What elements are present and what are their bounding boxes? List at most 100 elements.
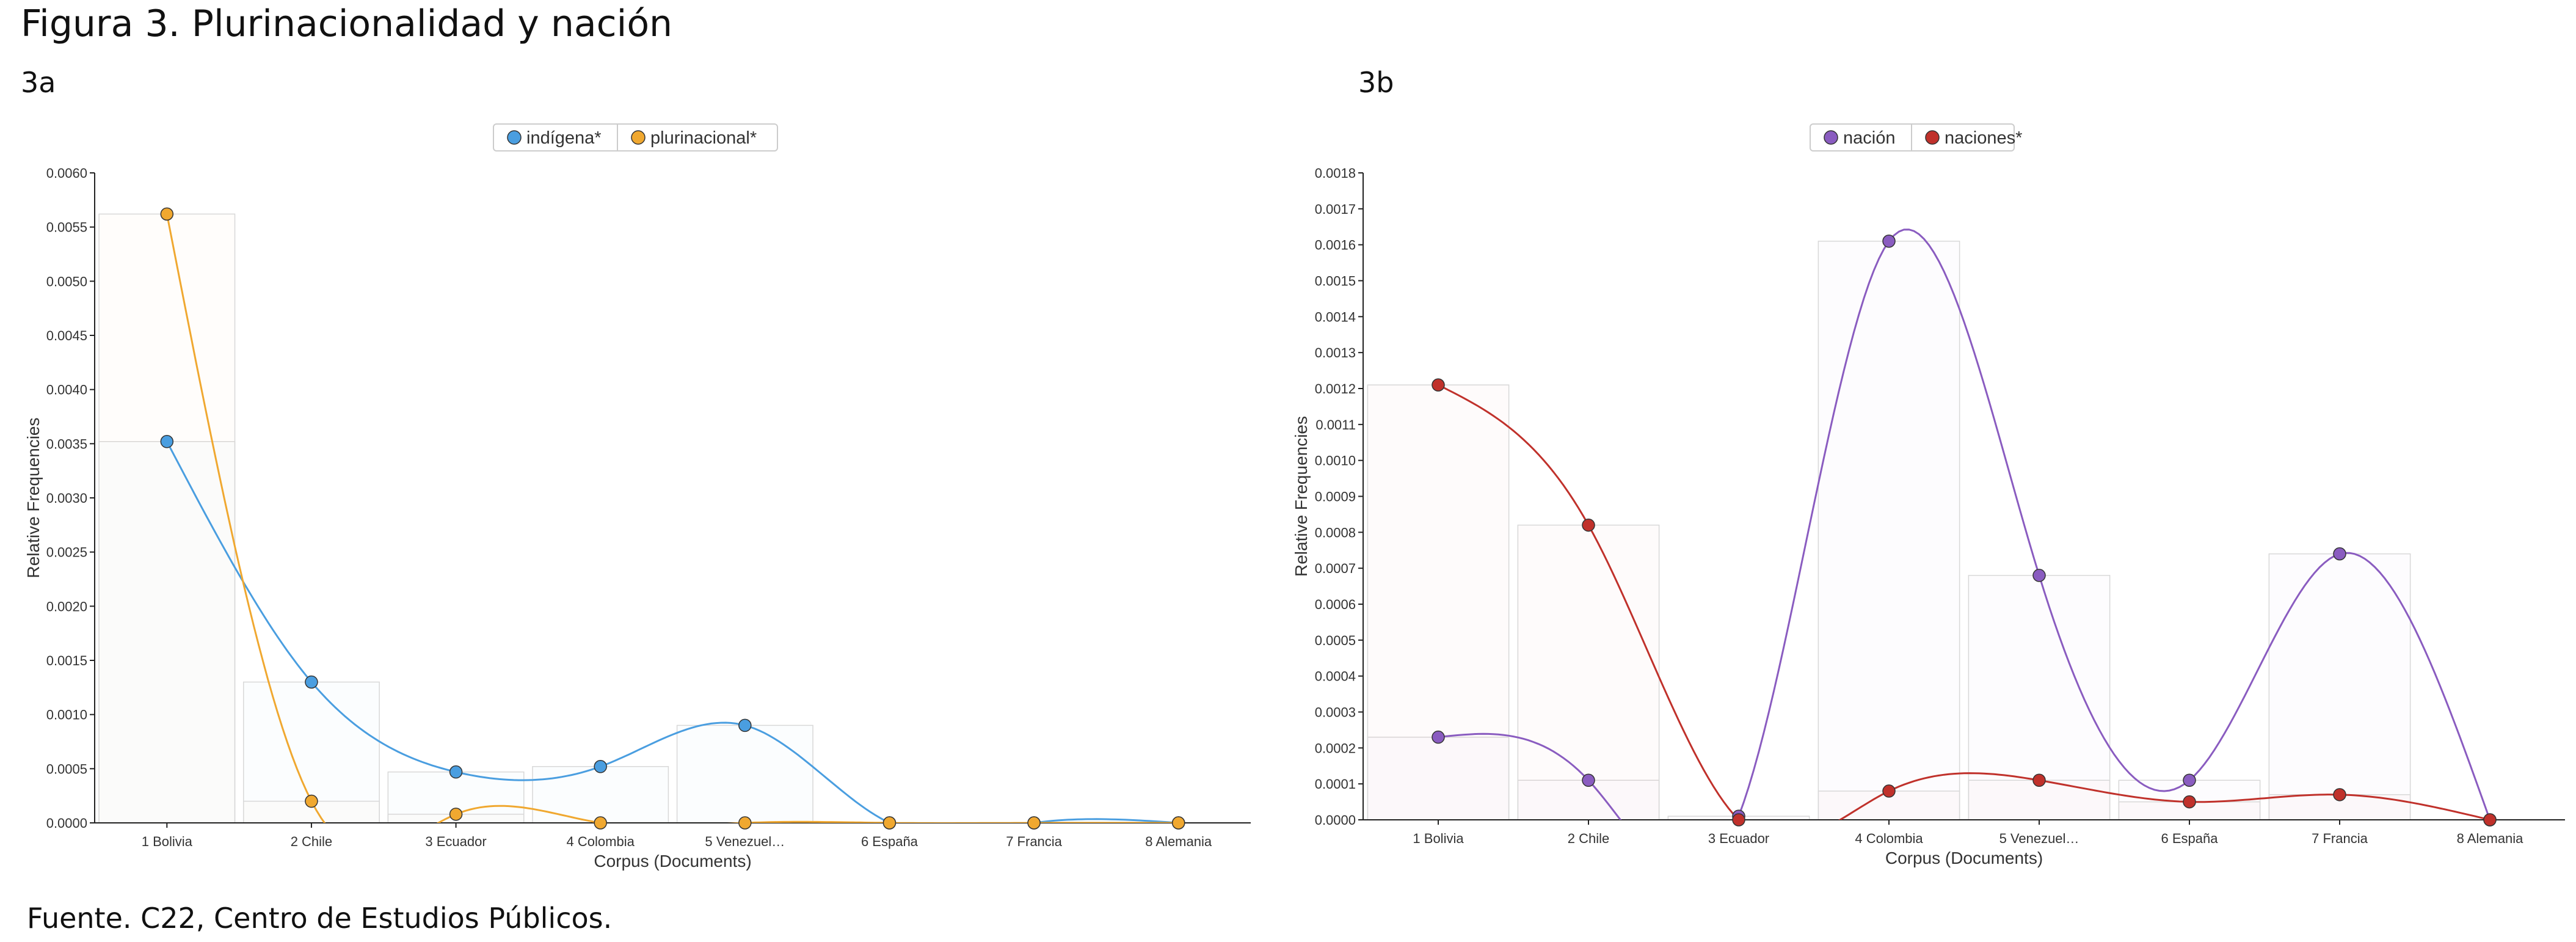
point-0-0: [160, 435, 174, 448]
legend-label-0: indígena*: [526, 128, 602, 148]
x-axis-title: Corpus (Documents): [1885, 849, 2043, 867]
legend-marker-0: [1824, 130, 1838, 145]
x-tick-label: 3 Ecuador: [425, 834, 486, 849]
point-1-2: [1732, 813, 1745, 827]
y-tick-label: 0.0004: [1315, 669, 1356, 684]
series-lines: [1438, 228, 2491, 820]
point-1-5: [2183, 795, 2196, 809]
y-tick-label: 0.0015: [46, 653, 87, 668]
point-0-4: [2032, 569, 2046, 582]
y-tick-label: 0.0030: [46, 491, 87, 506]
y-tick-label: 0.0010: [46, 707, 87, 723]
point-1-2: [449, 808, 463, 821]
y-tick-label: 0.0016: [1315, 238, 1356, 253]
point-1-7: [2483, 813, 2497, 827]
y-tick-label: 0.0011: [1315, 417, 1356, 433]
panel-label-3b: 3b: [1358, 66, 1394, 99]
y-tick-label: 0.0002: [1315, 740, 1356, 756]
x-tick-label: 2 Chile: [291, 834, 332, 849]
x-tick-label: 6 España: [2161, 831, 2219, 846]
x-tick-label: 8 Alemania: [2457, 831, 2524, 846]
y-tick-label: 0.0040: [46, 382, 87, 398]
legend-marker-1: [631, 130, 646, 145]
y-tick-label: 0.0008: [1315, 525, 1356, 540]
y-tick-label: 0.0050: [46, 274, 87, 289]
legend-marker-0: [507, 130, 522, 145]
x-tick-label: 2 Chile: [1568, 831, 1609, 846]
y-tick-label: 0.0010: [1315, 453, 1356, 469]
point-0-4: [738, 718, 752, 732]
point-1-4: [2032, 773, 2046, 787]
legend-label-1: plurinacional*: [650, 128, 757, 148]
x-tick-label: 5 Venezuel…: [1999, 831, 2079, 846]
point-1-3: [1882, 784, 1896, 798]
point-1-5: [882, 816, 897, 830]
bar-0-3: [1817, 241, 1960, 820]
point-1-1: [1582, 518, 1595, 532]
x-tick-label: 3 Ecuador: [1708, 831, 1769, 846]
point-1-6: [1027, 816, 1041, 830]
source-note: Fuente. C22, Centro de Estudios Públicos…: [27, 902, 613, 935]
series-lines: [166, 214, 1179, 823]
y-tick-label: 0.0018: [1315, 166, 1356, 181]
y-tick-label: 0.0001: [1315, 776, 1356, 792]
y-tick-label: 0.0020: [46, 599, 87, 614]
y-tick-label: 0.0060: [46, 166, 87, 181]
point-1-4: [738, 816, 752, 830]
bar-1-0: [1367, 384, 1510, 820]
legend-label-1: naciones*: [1945, 128, 2022, 148]
bar-0-6: [2268, 553, 2411, 820]
y-tick-label: 0.0005: [1315, 633, 1356, 648]
point-1-6: [2333, 788, 2346, 801]
point-1-0: [160, 207, 174, 221]
series-line-0: [1438, 228, 2491, 820]
legend-label-0: nación: [1843, 128, 1895, 148]
y-tick-label: 0.0013: [1315, 345, 1356, 360]
point-0-3: [594, 760, 607, 773]
point-1-7: [1171, 816, 1185, 830]
point-0-5: [2183, 773, 2196, 787]
y-tick-label: 0.0035: [46, 436, 87, 451]
legend: indígena* plurinacional*: [493, 123, 778, 152]
x-axis-title: Corpus (Documents): [594, 852, 751, 871]
point-0-2: [449, 765, 463, 779]
point-0-1: [305, 675, 318, 689]
x-tick-label: 7 Francia: [2312, 831, 2368, 846]
y-tick-label: 0.0006: [1315, 597, 1356, 612]
y-axis-title: Relative Frequencies: [1292, 416, 1311, 577]
y-tick-label: 0.0009: [1315, 489, 1356, 505]
point-1-1: [305, 794, 318, 808]
legend: nación naciones*: [1810, 123, 2022, 152]
y-tick-label: 0.0007: [1315, 561, 1356, 576]
y-tick-label: 0.0005: [46, 761, 87, 776]
y-tick-label: 0.0012: [1315, 381, 1356, 396]
point-0-0: [1432, 730, 1445, 744]
x-tick-label: 6 España: [861, 834, 919, 849]
y-tick-label: 0.0000: [1315, 812, 1356, 828]
legend-marker-1: [1925, 130, 1940, 145]
y-tick-label: 0.0003: [1315, 705, 1356, 720]
y-tick-label: 0.0017: [1315, 202, 1356, 217]
x-tick-label: 1 Bolivia: [1413, 831, 1464, 846]
y-tick-label: 0.0055: [46, 220, 87, 235]
y-tick-label: 0.0000: [46, 816, 87, 831]
panel-label-3a: 3a: [21, 66, 56, 99]
point-1-3: [594, 816, 607, 830]
y-tick-label: 0.0045: [46, 328, 87, 343]
x-tick-label: 4 Colombia: [1855, 831, 1923, 846]
point-0-3: [1882, 235, 1896, 248]
point-0-6: [2333, 547, 2346, 561]
x-tick-label: 8 Alemania: [1145, 834, 1212, 849]
x-tick-label: 4 Colombia: [567, 834, 635, 849]
series-line-0: [166, 441, 1179, 823]
y-tick-label: 0.0015: [1315, 274, 1356, 289]
y-tick-label: 0.0014: [1315, 309, 1356, 324]
point-0-1: [1582, 773, 1595, 787]
x-tick-label: 7 Francia: [1006, 834, 1062, 849]
y-axis-title: Relative Frequencies: [24, 417, 43, 578]
figure-title: Figura 3. Plurinacionalidad y nación: [21, 2, 673, 45]
series-line-1: [1438, 384, 2490, 820]
x-tick-label: 1 Bolivia: [142, 834, 193, 849]
